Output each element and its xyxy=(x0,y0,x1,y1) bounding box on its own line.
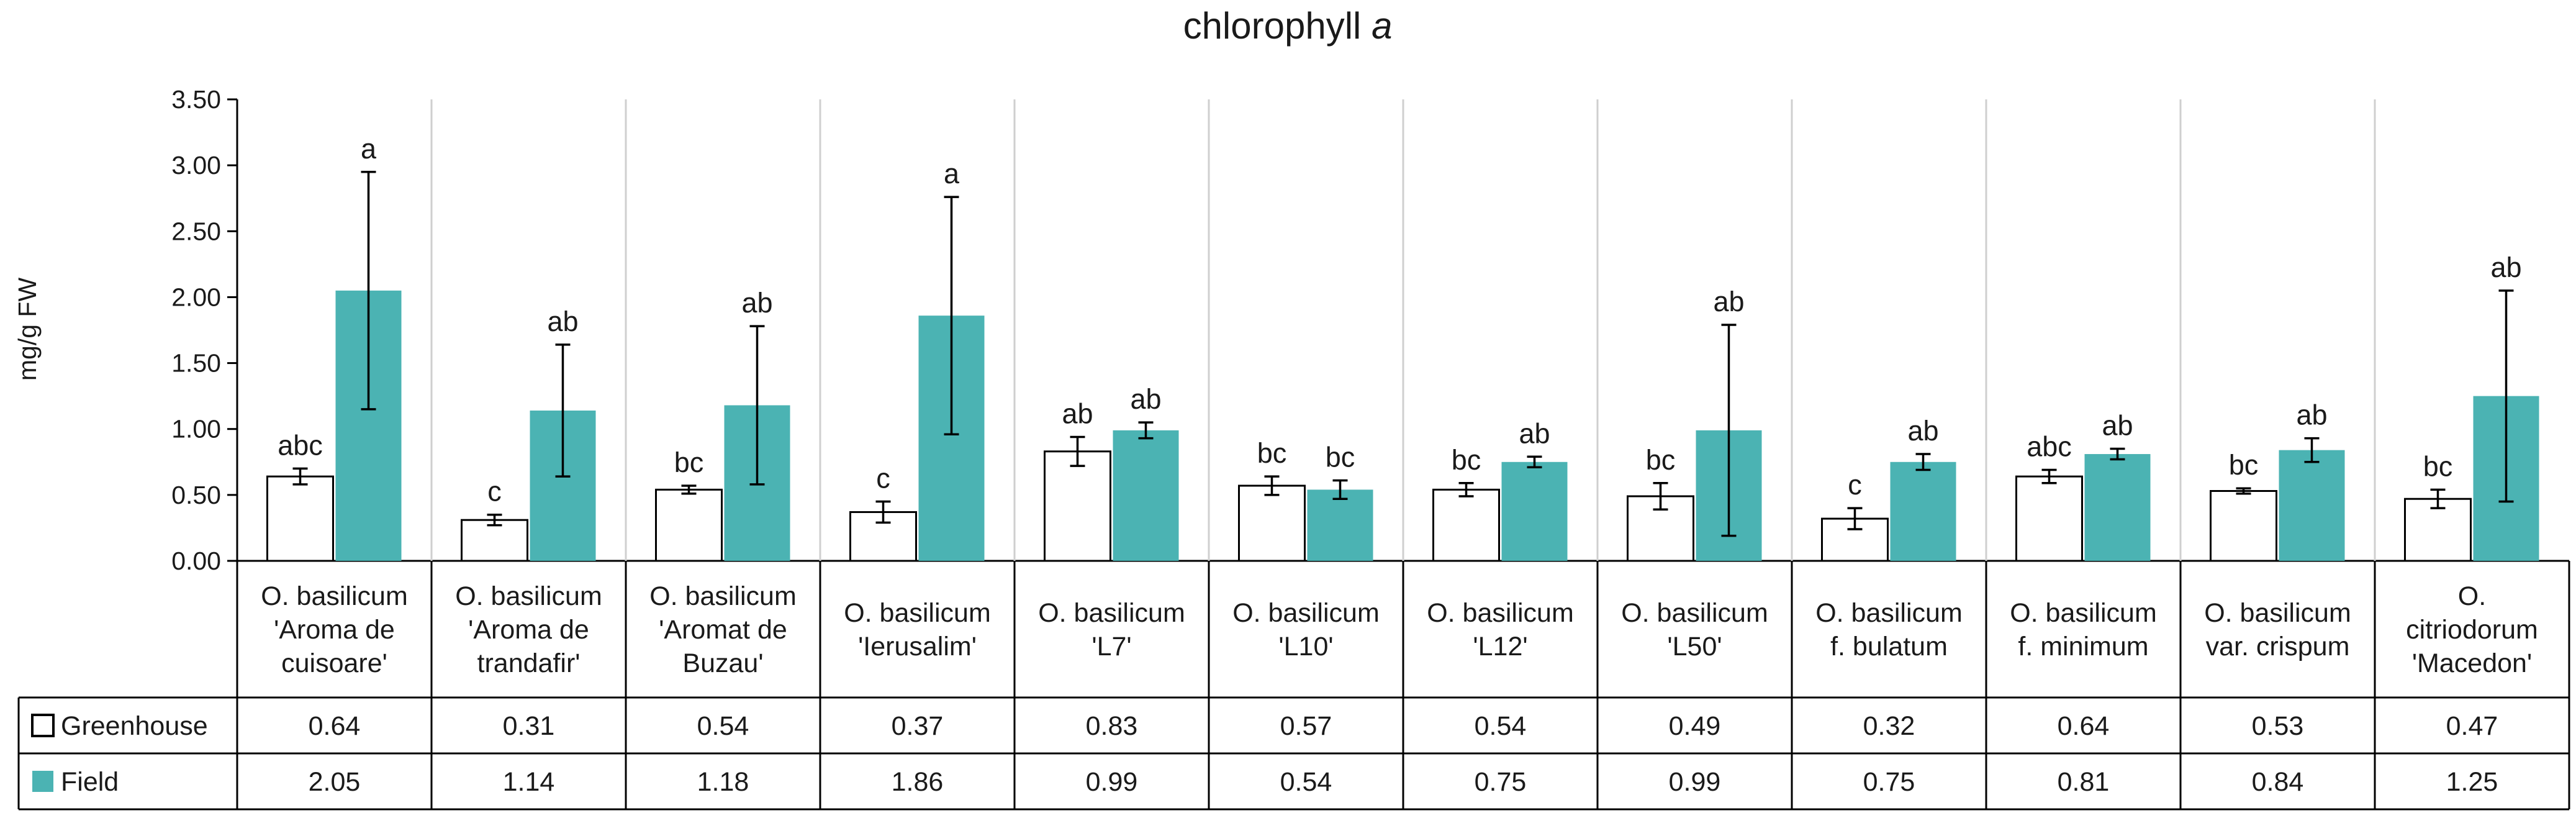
greenhouse-letter: abc xyxy=(2027,431,2072,463)
field-letter: ab xyxy=(547,306,578,337)
field-letter: ab xyxy=(1713,286,1744,317)
field-bar xyxy=(1307,489,1373,561)
y-tick-label: 1.50 xyxy=(171,349,221,378)
greenhouse-letter: bc xyxy=(1257,437,1287,469)
significance-letters: abc c bc c ab bc bc bc c abc bc bc a ab ab a ab bc ab ab ab a… xyxy=(278,133,2521,507)
field-letter: ab xyxy=(2296,399,2327,431)
category-label: O. basilicum 'L50' xyxy=(1621,598,1768,661)
field-value-cell: 0.75 xyxy=(1863,767,1915,797)
greenhouse-letter: bc xyxy=(1646,444,1676,476)
greenhouse-value-cell: 0.32 xyxy=(1863,711,1915,741)
chart-title-text: chlorophyll xyxy=(1183,5,1362,47)
greenhouse-letter: c xyxy=(487,476,502,507)
field-value-cell: 1.18 xyxy=(697,767,749,797)
category-label: O. basilicum 'Aroma de cuisoare' xyxy=(261,581,408,678)
field-bar xyxy=(1501,461,1568,561)
field-bar xyxy=(2084,454,2151,561)
greenhouse-letter: c xyxy=(876,462,890,494)
category-label: O. basilicum 'L10' xyxy=(1232,598,1380,661)
field-value-cell: 0.75 xyxy=(1475,767,1527,797)
y-tick-label: 0.50 xyxy=(171,481,221,509)
field-bar xyxy=(1113,430,1179,561)
category-label: O. basilicum f. bulatum xyxy=(1815,598,1963,661)
greenhouse-letter: bc xyxy=(1452,444,1481,476)
y-tick-label: 3.00 xyxy=(171,151,221,180)
field-letter: a xyxy=(361,133,377,165)
greenhouse-value-cell: 0.47 xyxy=(2446,711,2498,741)
greenhouse-letter: abc xyxy=(278,429,323,461)
greenhouse-legend-label: Greenhouse xyxy=(61,711,208,741)
field-value-cell: 0.84 xyxy=(2252,767,2304,797)
greenhouse-value-cell: 0.57 xyxy=(1280,711,1332,741)
greenhouse-bar xyxy=(1432,488,1500,562)
greenhouse-bar xyxy=(1044,450,1111,562)
category-label: O. basilicum 'Ierusalim' xyxy=(844,598,991,661)
chart-title-italic: a xyxy=(1372,5,1392,47)
field-bar xyxy=(1890,461,1956,561)
category-label: O. basilicum var. crispum xyxy=(2204,598,2351,661)
field-value-cell: 1.14 xyxy=(503,767,555,797)
field-value-cell: 0.81 xyxy=(2058,767,2110,797)
greenhouse-value-cell: 0.54 xyxy=(1475,711,1527,741)
greenhouse-letter: bc xyxy=(2229,449,2259,481)
category-label: O. basilicum 'L7' xyxy=(1038,598,1185,661)
greenhouse-value-cell: 0.53 xyxy=(2252,711,2304,741)
field-letter: a xyxy=(944,158,960,189)
category-label: O. basilicum 'L12' xyxy=(1427,598,1574,661)
field-letter: ab xyxy=(741,287,772,319)
category-label: O. basilicum 'Aroma de trandafir' xyxy=(455,581,602,678)
field-value-cell: 0.99 xyxy=(1086,767,1138,797)
y-tick-label: 1.00 xyxy=(171,415,221,443)
field-value-cell: 0.54 xyxy=(1280,767,1332,797)
greenhouse-bar xyxy=(1238,484,1306,562)
greenhouse-letter: bc xyxy=(2423,450,2453,482)
greenhouse-bar xyxy=(2015,475,2083,562)
greenhouse-letter: bc xyxy=(674,447,704,478)
greenhouse-value-cell: 0.37 xyxy=(892,711,944,741)
error-bars xyxy=(292,171,2514,537)
field-letter: ab xyxy=(1519,417,1550,449)
field-value-cell: 0.99 xyxy=(1669,767,1721,797)
greenhouse-bar xyxy=(266,475,334,562)
y-tick-label: 2.50 xyxy=(171,217,221,245)
field-legend-swatch xyxy=(32,771,53,792)
y-tick-label: 2.00 xyxy=(171,283,221,311)
field-letter: ab xyxy=(1130,383,1161,415)
greenhouse-bar xyxy=(2210,489,2277,562)
category-separators xyxy=(430,99,2376,561)
greenhouse-bar xyxy=(461,519,528,562)
y-tick-label: 3.50 xyxy=(171,85,221,114)
data-table: O. basilicum 'Aroma de cuisoare' O. basilic… xyxy=(17,561,2570,811)
greenhouse-value-cell: 0.54 xyxy=(697,711,749,741)
greenhouse-legend-swatch xyxy=(31,714,55,737)
field-letter: ab xyxy=(2102,410,2133,442)
field-letter: ab xyxy=(1907,415,1938,447)
chart-title: chlorophyll a xyxy=(1183,5,1393,47)
greenhouse-letter: c xyxy=(1848,469,1862,501)
field-letter: ab xyxy=(2490,252,2521,283)
field-value-cell: 2.05 xyxy=(309,767,361,797)
greenhouse-bar xyxy=(2404,498,2472,562)
field-bar xyxy=(2279,450,2345,561)
field-letter: bc xyxy=(1326,442,1355,473)
y-tick-label: 0.00 xyxy=(171,547,221,575)
greenhouse-bar xyxy=(655,488,723,562)
greenhouse-value-cell: 0.64 xyxy=(2058,711,2110,741)
greenhouse-value-cell: 0.31 xyxy=(503,711,555,741)
category-label: O. basilicum f. minimum xyxy=(2010,598,2157,661)
field-value-cell: 1.25 xyxy=(2446,767,2498,797)
category-label: O. basilicum 'Aromat de Buzau' xyxy=(649,581,797,678)
greenhouse-letter: ab xyxy=(1062,398,1093,429)
field-legend-label: Field xyxy=(61,767,119,797)
category-label: O. citriodorum 'Macedon' xyxy=(2406,581,2538,678)
y-axis-label: mg/g FW xyxy=(13,278,42,381)
greenhouse-value-cell: 0.64 xyxy=(309,711,361,741)
field-value-cell: 1.86 xyxy=(892,767,944,797)
greenhouse-value-cell: 0.49 xyxy=(1669,711,1721,741)
greenhouse-value-cell: 0.83 xyxy=(1086,711,1138,741)
